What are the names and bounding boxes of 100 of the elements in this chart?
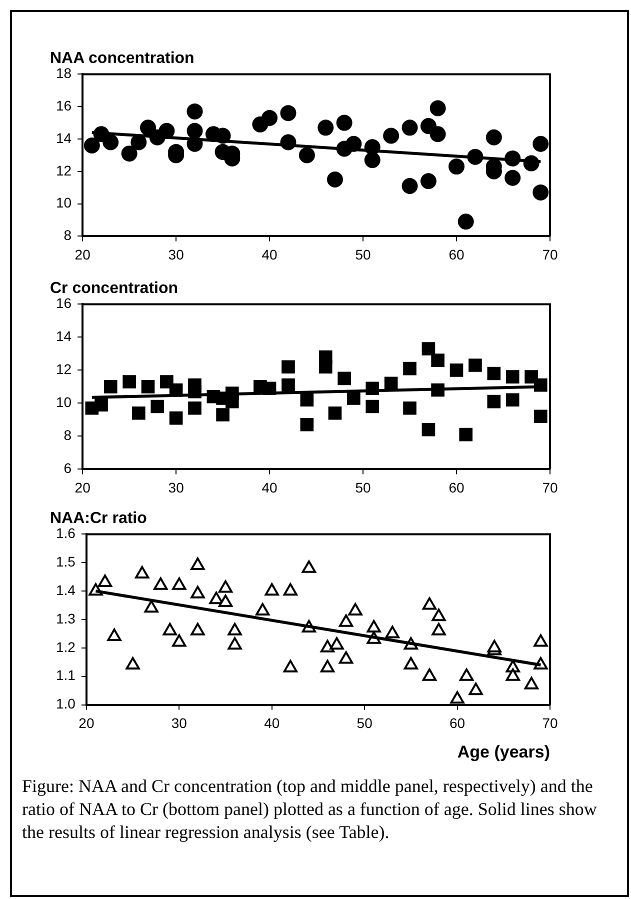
y-tick-label: 6 — [64, 460, 72, 476]
point — [336, 114, 352, 131]
y-tick-label: 1.6 — [56, 525, 76, 542]
point — [98, 574, 112, 588]
text: Figure: NAA and Cr concentration (top and middle panel, respectively) and the ratio of NAA to Cr (bottom panel) plotted as a function of age. Solid lines show the results of linear regression analysis (see Table). — [22, 775, 598, 844]
point — [506, 393, 520, 407]
x-tick-label: 60 — [448, 246, 465, 262]
point — [320, 640, 335, 652]
point — [532, 184, 549, 200]
point — [506, 370, 520, 384]
point — [300, 418, 314, 432]
chart-title: NAA concentration — [50, 50, 194, 68]
point — [283, 660, 298, 672]
point — [402, 178, 418, 194]
y-tick-label: 8 — [64, 427, 72, 444]
point — [320, 660, 335, 672]
point — [524, 370, 538, 384]
point — [422, 342, 436, 356]
point — [218, 580, 233, 593]
point — [506, 668, 520, 681]
point — [487, 394, 501, 408]
x-tick-label: 70 — [542, 246, 558, 262]
point — [318, 120, 334, 136]
point — [420, 118, 436, 134]
x-tick-label: 40 — [264, 715, 280, 732]
x-tick-label: 70 — [542, 479, 558, 496]
point — [262, 110, 278, 126]
point — [228, 622, 242, 636]
point — [403, 362, 416, 376]
point — [385, 626, 400, 638]
point — [190, 586, 205, 598]
point — [280, 105, 296, 122]
point — [487, 640, 502, 652]
point — [404, 656, 418, 670]
point — [448, 158, 465, 175]
point — [150, 400, 164, 414]
point — [330, 637, 344, 650]
y-tick-label: 12 — [56, 361, 72, 378]
point — [256, 602, 270, 616]
point — [532, 136, 549, 152]
point — [450, 691, 464, 704]
point — [487, 366, 501, 380]
point — [504, 170, 521, 186]
x-axis-title: Age (years) — [457, 742, 550, 762]
point — [190, 557, 205, 570]
point — [422, 668, 437, 681]
chart-title: Cr concentration — [50, 280, 178, 298]
point — [422, 422, 436, 436]
point — [126, 656, 140, 670]
point — [228, 637, 242, 650]
point — [534, 378, 548, 392]
y-tick-label: 8 — [64, 227, 72, 244]
x-tick-label: 50 — [355, 246, 372, 262]
point — [486, 129, 502, 146]
point — [188, 401, 202, 415]
point — [218, 594, 233, 607]
y-tick-label: 16 — [56, 97, 72, 114]
point — [534, 634, 548, 647]
point — [328, 406, 342, 420]
x-tick-label: 60 — [450, 715, 466, 732]
point — [318, 360, 332, 374]
x-tick-label: 40 — [262, 246, 278, 262]
point — [430, 100, 446, 116]
point — [121, 146, 138, 162]
point — [432, 622, 446, 636]
x-tick-label: 20 — [74, 479, 91, 496]
point — [459, 428, 473, 442]
point — [283, 583, 298, 596]
point — [432, 608, 446, 622]
point — [186, 122, 203, 139]
x-tick-label: 50 — [356, 715, 373, 732]
point — [431, 354, 444, 367]
point — [162, 622, 177, 636]
y-tick-label: 1.5 — [56, 553, 76, 570]
y-tick-label: 1.4 — [56, 582, 76, 598]
y-tick-label: 1.1 — [56, 667, 76, 684]
point — [338, 372, 351, 386]
point — [282, 378, 295, 392]
y-tick-label: 16 — [56, 295, 72, 312]
x-tick-label: 70 — [542, 715, 558, 732]
y-tick-label: 1.2 — [56, 638, 76, 655]
point — [384, 376, 398, 390]
point — [364, 152, 380, 168]
point — [468, 358, 482, 372]
y-tick-label: 14 — [56, 130, 72, 146]
point — [338, 614, 354, 627]
x-tick-label: 20 — [78, 715, 94, 732]
point — [84, 137, 100, 154]
point — [298, 147, 315, 164]
point — [403, 401, 416, 415]
point — [468, 682, 483, 696]
point — [422, 597, 437, 610]
point — [122, 375, 136, 388]
point — [140, 120, 156, 136]
y-tick-label: 12 — [56, 162, 72, 178]
x-tick-label: 20 — [74, 246, 91, 262]
point — [94, 398, 108, 412]
point — [264, 583, 279, 596]
y-tick-label: 1.0 — [56, 696, 76, 712]
point — [430, 126, 446, 142]
